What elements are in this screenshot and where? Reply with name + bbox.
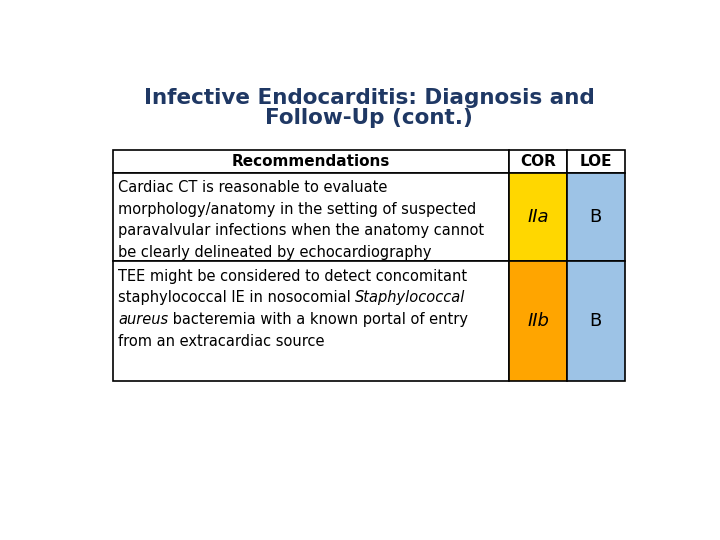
Text: Infective Endocarditis: Diagnosis and: Infective Endocarditis: Diagnosis and xyxy=(143,88,595,108)
Text: Staphylococcal: Staphylococcal xyxy=(356,291,466,306)
Bar xyxy=(509,173,567,261)
Text: Cardiac CT is reasonable to evaluate: Cardiac CT is reasonable to evaluate xyxy=(118,180,387,195)
Text: TEE might be considered to detect concomitant: TEE might be considered to detect concom… xyxy=(118,269,467,284)
Bar xyxy=(509,150,567,173)
Bar xyxy=(509,261,567,381)
Text: COR: COR xyxy=(520,153,556,168)
Bar xyxy=(113,173,509,261)
Bar xyxy=(567,150,625,173)
Bar xyxy=(113,261,509,381)
Text: be clearly delineated by echocardiography: be clearly delineated by echocardiograph… xyxy=(118,245,431,260)
Text: LOE: LOE xyxy=(580,153,612,168)
Bar xyxy=(113,150,509,173)
Text: from an extracardiac source: from an extracardiac source xyxy=(118,334,325,348)
Text: paravalvular infections when the anatomy cannot: paravalvular infections when the anatomy… xyxy=(118,224,484,239)
Text: Recommendations: Recommendations xyxy=(232,153,390,168)
Text: bacteremia with a known portal of entry: bacteremia with a known portal of entry xyxy=(168,312,468,327)
Bar xyxy=(567,173,625,261)
Text: aureus: aureus xyxy=(118,312,168,327)
Text: IIa: IIa xyxy=(527,208,549,226)
Bar xyxy=(567,261,625,381)
Text: staphylococcal IE in nosocomial: staphylococcal IE in nosocomial xyxy=(118,291,356,306)
Text: IIb: IIb xyxy=(527,312,549,330)
Text: Follow-Up (cont.): Follow-Up (cont.) xyxy=(265,108,473,128)
Text: morphology/anatomy in the setting of suspected: morphology/anatomy in the setting of sus… xyxy=(118,202,476,217)
Text: B: B xyxy=(590,208,602,226)
Text: B: B xyxy=(590,312,602,330)
